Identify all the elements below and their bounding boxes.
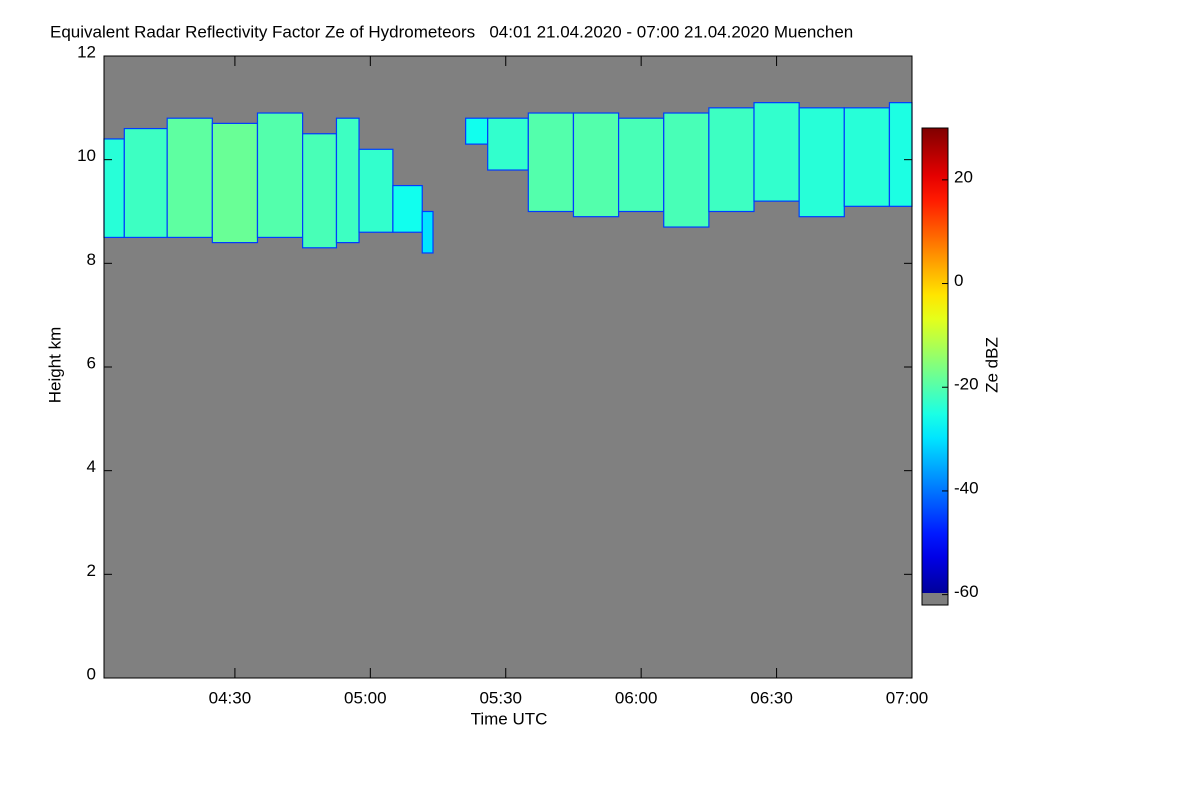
- echo-column: [392, 184, 423, 233]
- x-tick-label: 07:00: [886, 688, 929, 707]
- colorbar: [922, 128, 948, 605]
- echo-column: [888, 102, 913, 207]
- y-tick-label: 4: [87, 457, 96, 476]
- echo-column: [166, 117, 213, 239]
- echo-column: [798, 107, 845, 218]
- echo-column: [302, 133, 338, 249]
- echo-column: [256, 112, 304, 239]
- echo-column: [572, 112, 620, 218]
- echo-column: [663, 112, 710, 228]
- colorbar-label: Ze dBZ: [982, 337, 1001, 393]
- colorbar-frame: [921, 127, 949, 606]
- x-tick-label: 04:30: [209, 688, 252, 707]
- y-tick-label: 6: [87, 353, 96, 372]
- x-tick-label: 06:30: [750, 688, 793, 707]
- echo-column: [487, 117, 529, 171]
- colorbar-tick-label: -60: [954, 582, 979, 601]
- echo-column: [335, 117, 360, 244]
- x-tick-label: 05:30: [479, 688, 522, 707]
- y-tick-label: 10: [77, 146, 96, 165]
- colorbar-tick-label: 20: [954, 167, 973, 186]
- echo-column: [843, 107, 891, 207]
- chart-title: Equivalent Radar Reflectivity Factor Ze …: [50, 22, 853, 41]
- x-tick-label: 05:00: [344, 688, 387, 707]
- y-axis-label: Height km: [45, 327, 64, 404]
- echo-column: [617, 117, 665, 213]
- colorbar-tick-label: -20: [954, 375, 979, 394]
- y-tick-label: 8: [87, 250, 96, 269]
- y-tick-label: 2: [87, 561, 96, 580]
- y-tick-label: 12: [77, 42, 96, 61]
- echo-column: [211, 122, 259, 244]
- colorbar-tick-label: -40: [954, 478, 979, 497]
- echo-column: [103, 138, 125, 239]
- echo-column: [753, 102, 800, 202]
- colorbar-tick-label: 0: [954, 271, 963, 290]
- echo-column: [527, 112, 575, 213]
- x-tick-label: 06:00: [615, 688, 658, 707]
- colorbar-nodata: [922, 593, 948, 605]
- x-axis-label: Time UTC: [471, 709, 548, 728]
- echo-column: [708, 107, 755, 213]
- echo-column: [465, 117, 489, 145]
- y-tick-label: 0: [87, 664, 96, 683]
- echo-column: [421, 210, 434, 254]
- echo-column: [123, 127, 168, 239]
- echo-column: [358, 148, 394, 233]
